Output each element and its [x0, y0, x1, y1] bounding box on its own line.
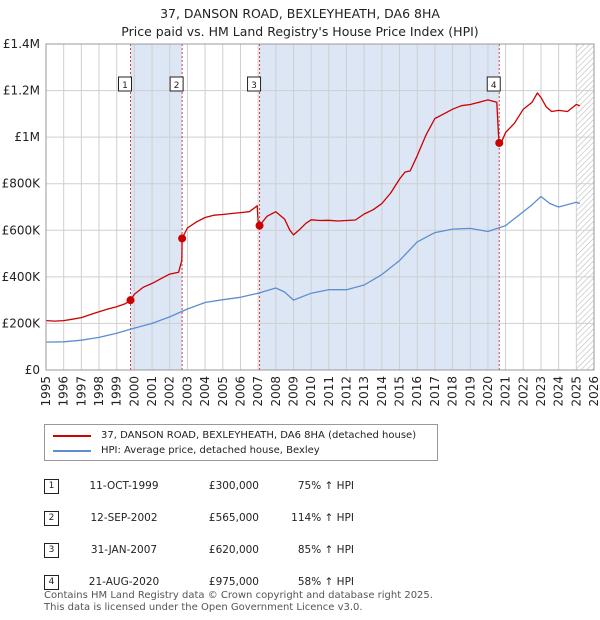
sale-number-badge: 1 — [44, 478, 59, 494]
x-tick-label: 1999 — [110, 376, 124, 407]
x-tick-label: 2004 — [198, 376, 212, 407]
x-tick-label: 1998 — [92, 376, 106, 407]
legend-label-property: 37, DANSON ROAD, BEXLEYHEATH, DA6 8HA (d… — [101, 430, 417, 441]
x-tick-label: 2016 — [410, 376, 424, 407]
footer-line-2: This data is licensed under the Open Gov… — [44, 602, 363, 613]
sale-number-badge: 2 — [44, 510, 59, 526]
sale-hpi-change: 75% ↑ HPI — [297, 480, 354, 492]
x-tick-label: 2001 — [145, 376, 159, 407]
legend-item-hpi: HPI: Average price, detached house, Bexl… — [53, 445, 320, 456]
x-tick-label: 2025 — [569, 376, 583, 407]
x-tick-label: 2014 — [375, 376, 389, 407]
sale-marker-box — [486, 76, 501, 92]
sale-marker-box — [117, 76, 132, 92]
x-tick-label: 1996 — [57, 376, 71, 407]
table-row: 1 11-OCT-1999 £300,000 75% ↑ HPI — [44, 470, 354, 502]
legend-label-hpi: HPI: Average price, detached house, Bexl… — [101, 445, 320, 456]
footer-attribution: Contains HM Land Registry data © Crown c… — [44, 590, 433, 614]
plot-frame — [45, 43, 595, 371]
x-tick-label: 1997 — [74, 376, 88, 407]
price-chart: 1 2 3 4 £0 £200K £400K £600K £800K £1M £1.2M £1.4M… — [2, 37, 600, 407]
sale-point — [178, 234, 187, 243]
x-tick-label: 2020 — [481, 376, 495, 407]
x-tick-label: 2024 — [552, 376, 566, 407]
ownership-shade — [259, 44, 500, 370]
sale-price: £565,000 — [208, 512, 259, 524]
x-tick-label: 2005 — [216, 376, 230, 407]
sale-price: £300,000 — [208, 480, 259, 492]
sale-number-badge: 4 — [44, 574, 59, 590]
chart-title: 37, DANSON ROAD, BEXLEYHEATH, DA6 8HA — [160, 6, 440, 21]
ownership-shade — [130, 44, 183, 370]
sale-marker-label: 3 — [251, 81, 257, 91]
legend-item-property: 37, DANSON ROAD, BEXLEYHEATH, DA6 8HA (d… — [53, 430, 416, 441]
table-row: 2 12-SEP-2002 £565,000 114% ↑ HPI — [44, 502, 354, 534]
x-tick-label: 2023 — [534, 376, 548, 407]
x-tick-label: 2006 — [233, 376, 247, 407]
y-tick-label: £1.2M — [3, 84, 40, 98]
sale-marker-label: 4 — [491, 81, 497, 91]
x-tick-label: 2003 — [180, 376, 194, 407]
x-tick-label: 2015 — [393, 376, 407, 407]
chart-legend: 37, DANSON ROAD, BEXLEYHEATH, DA6 8HA (d… — [44, 424, 438, 461]
sale-price: £975,000 — [208, 576, 259, 588]
y-tick-label: £200K — [2, 316, 42, 330]
hpi-line — [45, 195, 581, 343]
y-tick-label: £0 — [25, 363, 40, 377]
x-tick-label: 2022 — [516, 376, 530, 407]
sale-marker-label: 2 — [174, 81, 180, 91]
sale-date: 31-JAN-2007 — [90, 544, 158, 556]
table-row: 4 21-AUG-2020 £975,000 58% ↑ HPI — [44, 566, 354, 598]
sale-marker-label: 1 — [122, 81, 128, 91]
x-tick-label: 2011 — [322, 376, 336, 407]
x-tick-label: 2017 — [428, 376, 442, 407]
sale-marker-box — [169, 76, 184, 92]
sale-number-badge: 3 — [44, 542, 59, 558]
x-tick-label: 2000 — [127, 376, 141, 407]
table-row: 3 31-JAN-2007 £620,000 85% ↑ HPI — [44, 534, 354, 566]
y-tick-label: £600K — [2, 223, 42, 237]
sale-point — [126, 296, 135, 305]
x-tick-label: 2026 — [587, 376, 600, 407]
x-tick-label: 2007 — [251, 376, 265, 407]
sale-price: £620,000 — [208, 544, 259, 556]
sale-hpi-change: 85% ↑ HPI — [297, 544, 354, 556]
sale-marker-box — [247, 76, 262, 92]
x-tick-label: 1995 — [39, 376, 53, 407]
x-tick-label: 2012 — [340, 376, 354, 407]
y-tick-label: £1.4M — [3, 37, 40, 51]
sale-date: 21-AUG-2020 — [88, 576, 160, 588]
x-tick-label: 2013 — [357, 376, 371, 407]
legend-swatch-hpi — [53, 449, 91, 452]
chart-subtitle: Price paid vs. HM Land Registry's House … — [121, 24, 479, 39]
y-tick-label: £1M — [14, 130, 40, 144]
sale-date: 11-OCT-1999 — [89, 480, 159, 492]
sale-point — [255, 221, 264, 230]
footer-line-1: Contains HM Land Registry data © Crown c… — [44, 590, 433, 601]
y-tick-label: £400K — [2, 270, 42, 284]
x-tick-label: 2010 — [304, 376, 318, 407]
legend-swatch-property — [53, 434, 91, 437]
x-tick-label: 2009 — [286, 376, 300, 407]
sale-point — [495, 138, 504, 147]
y-tick-label: £800K — [2, 177, 42, 191]
x-tick-label: 2008 — [269, 376, 283, 407]
sales-table: 1 11-OCT-1999 £300,000 75% ↑ HPI 2 12-SE… — [44, 470, 354, 598]
sale-hpi-change: 58% ↑ HPI — [297, 576, 354, 588]
x-tick-label: 2019 — [463, 376, 477, 407]
sale-date: 12-SEP-2002 — [90, 512, 158, 524]
x-tick-label: 2002 — [163, 376, 177, 407]
forecast-hatch — [576, 44, 594, 370]
x-tick-label: 2018 — [446, 376, 460, 407]
sale-hpi-change: 114% ↑ HPI — [291, 512, 354, 524]
x-tick-label: 2021 — [499, 376, 513, 407]
